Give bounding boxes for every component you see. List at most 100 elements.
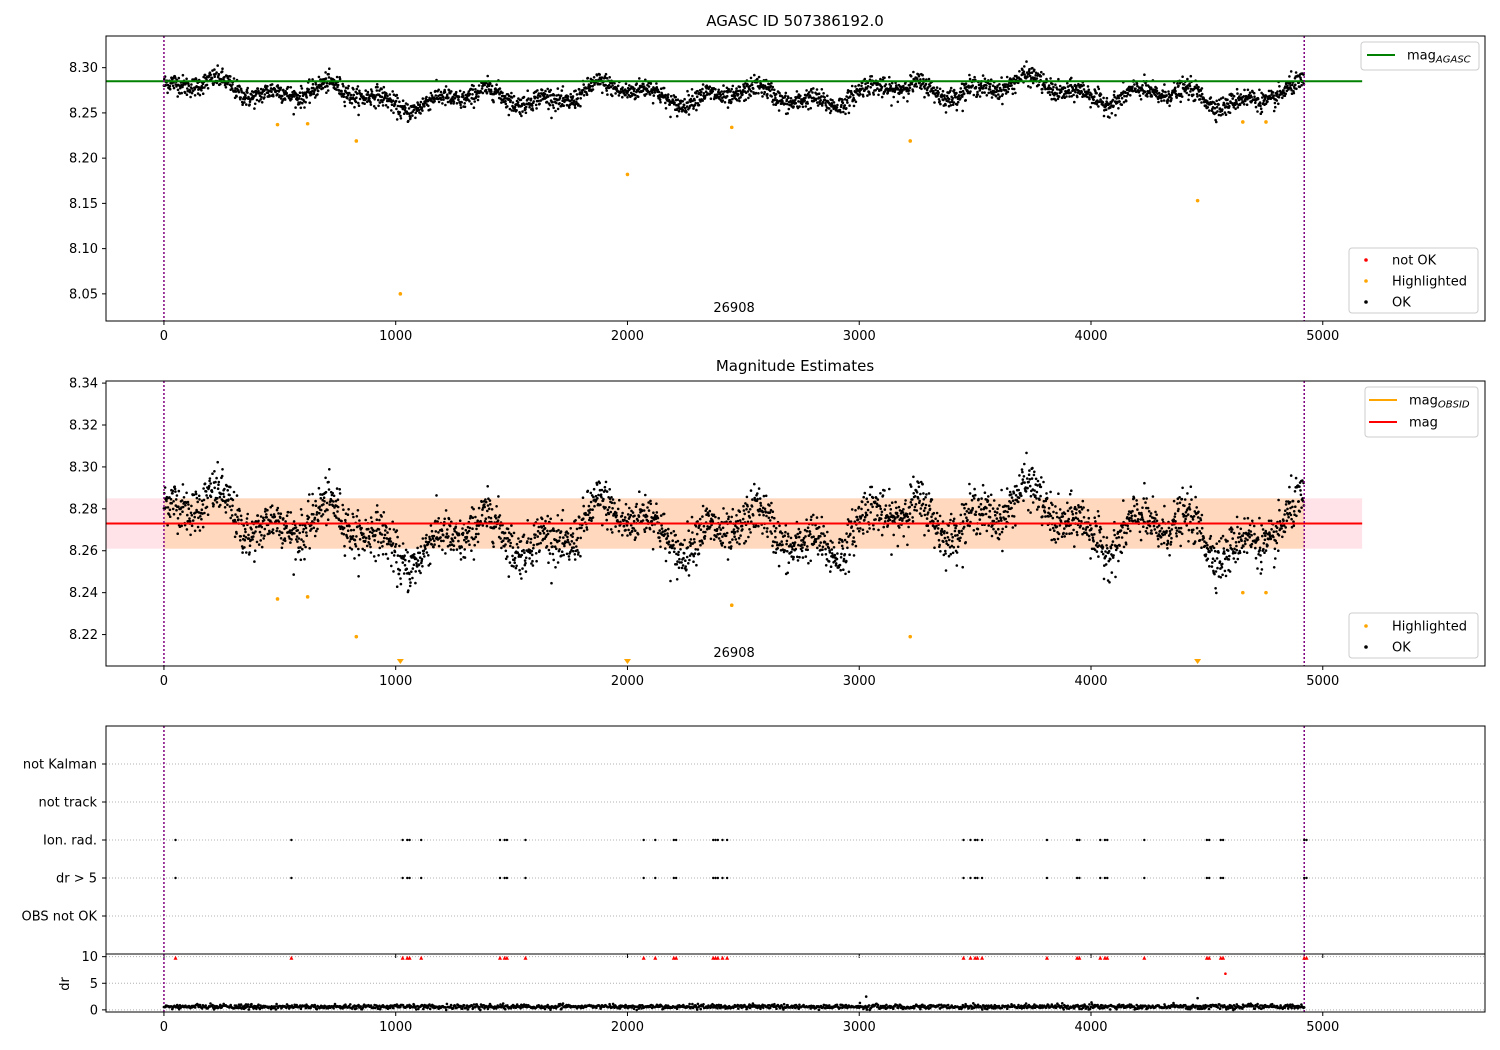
ok-point [299, 546, 302, 549]
ok-point [285, 91, 289, 95]
ok-point [932, 89, 935, 93]
ok-point [447, 96, 450, 99]
ok-point [751, 87, 755, 90]
highlighted-point [275, 122, 280, 127]
ok-point [419, 545, 423, 548]
ok-point [822, 92, 825, 95]
ok-point [543, 92, 547, 96]
ok-point [358, 538, 362, 541]
ok-point [796, 555, 799, 559]
ok-point [503, 97, 507, 100]
ok-point [969, 90, 972, 93]
ok-point [652, 94, 656, 97]
ok-point [944, 111, 948, 114]
ok-point [195, 496, 199, 500]
ok-point [237, 518, 240, 521]
ok-point [532, 546, 535, 550]
ok-point [832, 101, 836, 104]
ok-point [641, 89, 645, 93]
ok-point [577, 551, 580, 554]
ok-point [235, 532, 238, 535]
ok-point [812, 513, 815, 517]
ok-point [637, 515, 641, 518]
ok-point [786, 112, 789, 115]
ok-point [598, 481, 601, 485]
ok-point [228, 505, 232, 508]
ok-point [557, 93, 560, 97]
ok-point [511, 554, 514, 558]
ok-point [1130, 87, 1134, 91]
ok-point [452, 544, 456, 547]
legend-label: Highlighted [1392, 275, 1467, 290]
ok-point [667, 93, 670, 96]
ok-point [1082, 88, 1086, 91]
ok-point [474, 532, 478, 536]
ok-point [777, 564, 781, 568]
ok-point [1000, 76, 1003, 79]
ok-point [473, 100, 477, 103]
ok-point [996, 84, 999, 87]
ok-point [978, 89, 982, 92]
ok-point [433, 539, 436, 543]
ok-point [949, 104, 953, 107]
ok-point [915, 85, 918, 88]
ok-point [412, 563, 416, 567]
ok-point [948, 97, 951, 101]
ok-point [613, 501, 616, 505]
ok-point [322, 503, 325, 506]
ok-point [282, 88, 285, 92]
ok-point [542, 524, 545, 528]
ok-point [739, 534, 742, 537]
ok-point [546, 532, 550, 536]
ok-point [219, 503, 222, 507]
ok-point [183, 91, 187, 95]
ok-point [542, 531, 546, 535]
ok-point [521, 567, 524, 570]
ok-point [694, 101, 697, 105]
ok-point [712, 538, 716, 541]
ok-point [829, 111, 832, 115]
ok-point [911, 89, 915, 93]
ok-point [726, 90, 729, 94]
ok-point [375, 89, 379, 92]
ok-point [600, 496, 603, 499]
ok-point [208, 71, 212, 74]
ok-point [214, 480, 217, 484]
ok-point [920, 87, 923, 91]
ok-point [633, 87, 636, 91]
ok-point [280, 94, 284, 98]
ok-point [540, 88, 544, 92]
ok-point [467, 539, 470, 543]
ok-point [826, 94, 829, 98]
ok-point [624, 93, 627, 97]
ok-point [275, 89, 278, 93]
ok-point [231, 498, 235, 502]
ok-point [209, 73, 212, 77]
ok-point [332, 494, 336, 498]
ok-point [447, 88, 451, 92]
ok-point [731, 84, 735, 88]
ok-point [253, 549, 257, 552]
ok-point [437, 544, 441, 548]
ok-point [928, 84, 932, 88]
ok-point [874, 89, 877, 92]
ok-point [804, 105, 808, 108]
ok-point [727, 515, 730, 519]
ok-point [847, 570, 851, 574]
ok-point [663, 533, 667, 536]
ok-point [758, 513, 761, 517]
ok-point [572, 549, 575, 553]
ok-point [257, 519, 260, 523]
ok-point [392, 554, 396, 557]
ok-point [535, 107, 538, 110]
ok-point [562, 553, 565, 557]
ok-point [266, 85, 269, 88]
ok-point [1167, 90, 1170, 93]
ok-point [474, 95, 478, 98]
ok-point [276, 506, 280, 510]
ok-point [279, 86, 283, 90]
ok-point [746, 83, 749, 86]
ok-point [681, 564, 685, 567]
ok-point [634, 96, 637, 100]
ok-point [599, 493, 603, 497]
